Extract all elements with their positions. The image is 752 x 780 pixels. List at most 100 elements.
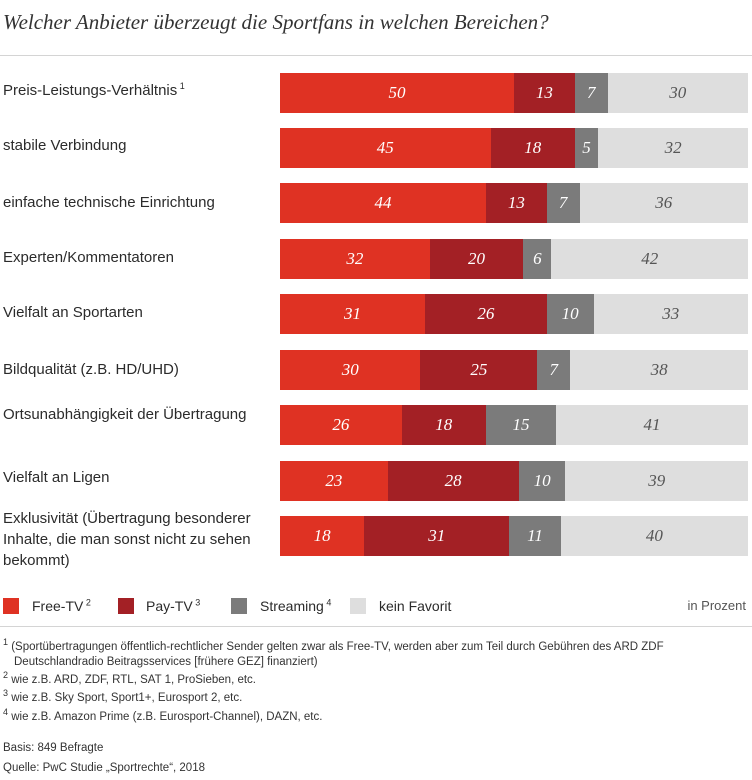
bar-segment-streaming bbox=[537, 350, 571, 390]
bar-segment-kein-favorit bbox=[607, 73, 748, 113]
bar-segment-streaming bbox=[574, 73, 608, 113]
bar-segment-streaming bbox=[546, 294, 594, 334]
category-label: Exklusivität (Übertragung besonderer Inh… bbox=[3, 510, 251, 569]
bar-segment-free-tv bbox=[280, 73, 514, 113]
page-title: Welcher Anbieter überzeugt die Sportfans… bbox=[3, 10, 549, 34]
data-label-pay-tv: 13 bbox=[535, 83, 553, 102]
data-label-streaming: 11 bbox=[527, 526, 543, 545]
bar-segment-free-tv bbox=[280, 350, 421, 390]
legend-swatch-free-tv bbox=[3, 598, 19, 614]
data-label-kein-favorit: 33 bbox=[662, 304, 680, 323]
data-label-pay-tv: 13 bbox=[507, 193, 525, 212]
bar-segment-streaming bbox=[485, 405, 557, 445]
data-label-streaming: 7 bbox=[586, 83, 596, 102]
title-divider bbox=[0, 55, 752, 56]
stacked-bar-chart: Preis-Leistungs-Verhältnis 1 50 13 7 30 stabi… bbox=[0, 62, 752, 582]
bar-segment-pay-tv bbox=[364, 516, 510, 556]
category-label: Experten/Kommentatoren bbox=[3, 249, 174, 266]
legend-label-streaming: Streaming 4 bbox=[260, 597, 332, 614]
data-label-pay-tv: 18 bbox=[524, 138, 542, 157]
legend-divider bbox=[0, 626, 752, 627]
bar-segment-streaming bbox=[546, 183, 580, 223]
bar-segment-pay-tv bbox=[401, 405, 486, 445]
bar-segment-free-tv bbox=[280, 461, 388, 501]
data-label-streaming: 6 bbox=[533, 249, 542, 268]
data-label-kein-favorit: 38 bbox=[650, 360, 668, 379]
bar-segment-streaming bbox=[523, 239, 552, 279]
data-label-free-tv: 23 bbox=[325, 471, 343, 490]
data-label-free-tv: 18 bbox=[313, 526, 331, 545]
category-label: stabile Verbindung bbox=[3, 137, 127, 154]
bar-segment-pay-tv bbox=[387, 461, 519, 501]
bar-segment-kein-favorit bbox=[551, 239, 748, 279]
bar-segment-pay-tv bbox=[514, 73, 575, 113]
data-label-free-tv: 50 bbox=[388, 83, 406, 102]
bar-segment-kein-favorit bbox=[598, 128, 748, 168]
category-label: einfache technische Einrichtung bbox=[3, 194, 215, 211]
bar-segment-kein-favorit bbox=[570, 350, 748, 390]
bar-segment-pay-tv bbox=[420, 350, 538, 390]
data-label-pay-tv: 31 bbox=[428, 526, 446, 545]
data-label-kein-favorit: 40 bbox=[645, 526, 663, 545]
data-label-streaming: 5 bbox=[582, 138, 591, 157]
category-label: Vielfalt an Sportarten bbox=[3, 304, 143, 321]
bar-segment-kein-favorit bbox=[593, 294, 748, 334]
bar-segment-free-tv bbox=[280, 294, 426, 334]
data-label-kein-favorit: 36 bbox=[655, 193, 673, 212]
legend-swatch-kein-favorit bbox=[350, 598, 366, 614]
data-label-kein-favorit: 32 bbox=[664, 138, 682, 157]
bar-segment-kein-favorit bbox=[560, 516, 748, 556]
bar-segment-kein-favorit bbox=[579, 183, 748, 223]
source-text: Quelle: PwC Studie „Sportrechte“, 2018 bbox=[3, 762, 205, 774]
bar-segment-free-tv bbox=[280, 516, 365, 556]
bar-segment-free-tv bbox=[280, 128, 491, 168]
footnote-4: 4 wie z.B. Amazon Prime (z.B. Eurosport-… bbox=[3, 707, 323, 723]
bar-segment-streaming bbox=[509, 516, 561, 556]
data-label-streaming: 7 bbox=[558, 193, 568, 212]
footnote-1: 1 (Sportübertragungen öffentlich-rechtli… bbox=[3, 637, 664, 668]
data-label-pay-tv: 28 bbox=[444, 471, 462, 490]
legend-label-kein-favorit: kein Favorit bbox=[379, 598, 452, 614]
legend-label-pay-tv: Pay-TV 3 bbox=[146, 597, 201, 614]
legend-swatch-pay-tv bbox=[118, 598, 134, 614]
data-label-free-tv: 26 bbox=[332, 415, 350, 434]
data-label-free-tv: 31 bbox=[344, 304, 362, 323]
data-label-kein-favorit: 39 bbox=[648, 471, 666, 490]
data-label-free-tv: 45 bbox=[376, 138, 394, 157]
bar-segment-free-tv bbox=[280, 239, 430, 279]
footnote-3: 3 wie z.B. Sky Sport, Sport1+, Eurosport… bbox=[3, 688, 243, 704]
basis-text: Basis: 849 Befragte bbox=[3, 742, 104, 754]
category-label: Vielfalt an Ligen bbox=[3, 469, 110, 486]
data-label-streaming: 10 bbox=[533, 471, 551, 490]
unit-label: in Prozent bbox=[687, 598, 746, 613]
data-label-free-tv: 32 bbox=[346, 249, 364, 268]
data-label-free-tv: 30 bbox=[341, 360, 359, 379]
data-label-streaming: 10 bbox=[561, 304, 579, 323]
data-label-kein-favorit: 30 bbox=[669, 83, 687, 102]
legend-label-free-tv: Free-TV 2 bbox=[32, 597, 91, 614]
bar-segment-streaming bbox=[518, 461, 566, 501]
bar-segment-pay-tv bbox=[425, 294, 547, 334]
legend-swatch-streaming bbox=[231, 598, 247, 614]
category-label: Ortsunabhängigkeit der Übertragung bbox=[3, 406, 247, 423]
bar-segment-free-tv bbox=[280, 405, 402, 445]
bar-segment-streaming bbox=[574, 128, 599, 168]
footnote-2: 2 wie z.B. ARD, ZDF, RTL, SAT 1, ProSieb… bbox=[3, 670, 256, 686]
bar-segment-free-tv bbox=[280, 183, 486, 223]
bar-segment-pay-tv bbox=[485, 183, 547, 223]
data-label-kein-favorit: 42 bbox=[641, 249, 659, 268]
data-label-kein-favorit: 41 bbox=[643, 415, 661, 434]
bar-segment-pay-tv bbox=[490, 128, 575, 168]
bar-segment-kein-favorit bbox=[565, 461, 748, 501]
data-label-streaming: 15 bbox=[512, 415, 530, 434]
category-label: Bildqualität (z.B. HD/UHD) bbox=[3, 361, 179, 378]
bar-segment-kein-favorit bbox=[556, 405, 748, 445]
data-label-pay-tv: 18 bbox=[435, 415, 453, 434]
data-label-pay-tv: 25 bbox=[470, 360, 488, 379]
data-label-streaming: 7 bbox=[549, 360, 559, 379]
data-label-free-tv: 44 bbox=[374, 193, 392, 212]
data-label-pay-tv: 20 bbox=[468, 249, 486, 268]
data-label-pay-tv: 26 bbox=[477, 304, 495, 323]
bar-segment-pay-tv bbox=[429, 239, 524, 279]
category-label: Preis-Leistungs-Verhältnis 1 bbox=[3, 81, 185, 100]
